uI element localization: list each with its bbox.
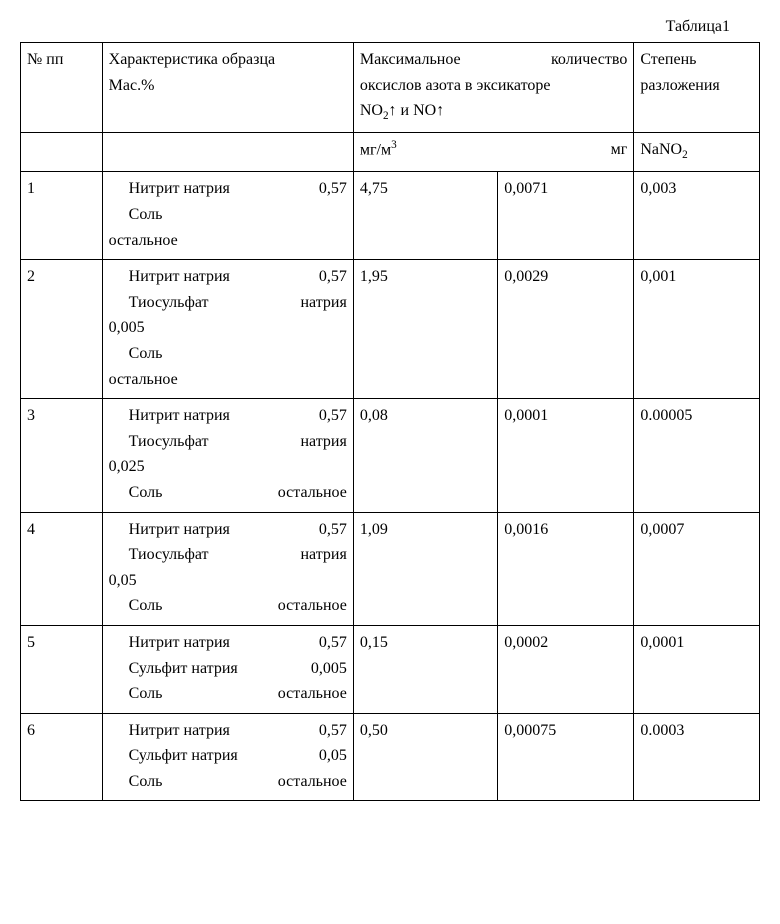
row-degree: 0,0007 bbox=[634, 512, 760, 625]
row-characteristics: Нитрит натрия0,57Сольостальное bbox=[102, 172, 353, 260]
header-row-2: мг/м3 мг NaNO2 bbox=[21, 133, 760, 172]
hdr-num: № пп bbox=[21, 43, 103, 133]
table-row: 5Нитрит натрия0,57Сульфит натрия0,005Сол… bbox=[21, 625, 760, 713]
table-caption: Таблица1 bbox=[20, 18, 730, 36]
row-mg: 0,0071 bbox=[498, 172, 634, 260]
hdr-degree-l2: разложения bbox=[640, 73, 753, 99]
row-characteristics: Нитрит натрия0,57Тиосульфатнатрия0,005Со… bbox=[102, 260, 353, 399]
row-degree: 0.0003 bbox=[634, 713, 760, 801]
hdr-char: Характеристика образца Мас.% bbox=[102, 43, 353, 133]
row-mg: 0,0016 bbox=[498, 512, 634, 625]
row-mg: 0,00075 bbox=[498, 713, 634, 801]
row-characteristics: Нитрит натрия0,57Сульфит натрия0,05Сольо… bbox=[102, 713, 353, 801]
hdr-units: мг/м3 мг bbox=[353, 133, 634, 172]
unit-mgm3: мг/м3 bbox=[360, 137, 397, 163]
row-characteristics: Нитрит натрия0,57Сульфит натрия0,005Соль… bbox=[102, 625, 353, 713]
row-number: 6 bbox=[21, 713, 103, 801]
header-row-1: № пп Характеристика образца Мас.% Максим… bbox=[21, 43, 760, 133]
table-row: 6Нитрит натрия0,57Сульфит натрия0,05Соль… bbox=[21, 713, 760, 801]
row-number: 2 bbox=[21, 260, 103, 399]
hdr-char-l1: Характеристика образца bbox=[109, 47, 347, 73]
hdr-num-empty bbox=[21, 133, 103, 172]
hdr-oxides-l1-left: Максимальное bbox=[360, 47, 461, 73]
hdr-oxides-l1-right: количество bbox=[551, 47, 627, 73]
hdr-degree-l1: Степень bbox=[640, 47, 753, 73]
row-mgm3: 0,15 bbox=[353, 625, 497, 713]
row-mg: 0,0002 bbox=[498, 625, 634, 713]
row-mgm3: 0,08 bbox=[353, 399, 497, 512]
row-number: 1 bbox=[21, 172, 103, 260]
hdr-oxides-l2: оксиcлов азота в эксикаторе bbox=[360, 73, 628, 99]
table-row: 4Нитрит натрия0,57Тиосульфатнатрия0,05Со… bbox=[21, 512, 760, 625]
row-mg: 0,0029 bbox=[498, 260, 634, 399]
row-number: 3 bbox=[21, 399, 103, 512]
row-mgm3: 1,95 bbox=[353, 260, 497, 399]
row-mg: 0,0001 bbox=[498, 399, 634, 512]
row-number: 5 bbox=[21, 625, 103, 713]
hdr-degree-unit: NaNO2 bbox=[634, 133, 760, 172]
row-degree: 0.00005 bbox=[634, 399, 760, 512]
table-row: 1Нитрит натрия0,57Сольостальное4,750,007… bbox=[21, 172, 760, 260]
row-mgm3: 4,75 bbox=[353, 172, 497, 260]
row-characteristics: Нитрит натрия0,57Тиосульфатнатрия0,05Сол… bbox=[102, 512, 353, 625]
hdr-char-empty bbox=[102, 133, 353, 172]
row-degree: 0,001 bbox=[634, 260, 760, 399]
hdr-degree: Степень разложения bbox=[634, 43, 760, 133]
unit-mg: мг bbox=[611, 137, 628, 163]
row-degree: 0,0001 bbox=[634, 625, 760, 713]
hdr-oxides-l3: NO2↑ и NO↑ bbox=[360, 98, 628, 126]
row-degree: 0,003 bbox=[634, 172, 760, 260]
table-row: 2Нитрит натрия0,57Тиосульфатнатрия0,005С… bbox=[21, 260, 760, 399]
row-characteristics: Нитрит натрия0,57Тиосульфатнатрия0,025Со… bbox=[102, 399, 353, 512]
hdr-oxides: Максимальное количество оксиcлов азота в… bbox=[353, 43, 634, 133]
data-table: № пп Характеристика образца Мас.% Максим… bbox=[20, 42, 760, 801]
row-mgm3: 1,09 bbox=[353, 512, 497, 625]
hdr-char-l2: Мас.% bbox=[109, 73, 347, 99]
table-row: 3Нитрит натрия0,57Тиосульфатнатрия0,025С… bbox=[21, 399, 760, 512]
row-number: 4 bbox=[21, 512, 103, 625]
row-mgm3: 0,50 bbox=[353, 713, 497, 801]
